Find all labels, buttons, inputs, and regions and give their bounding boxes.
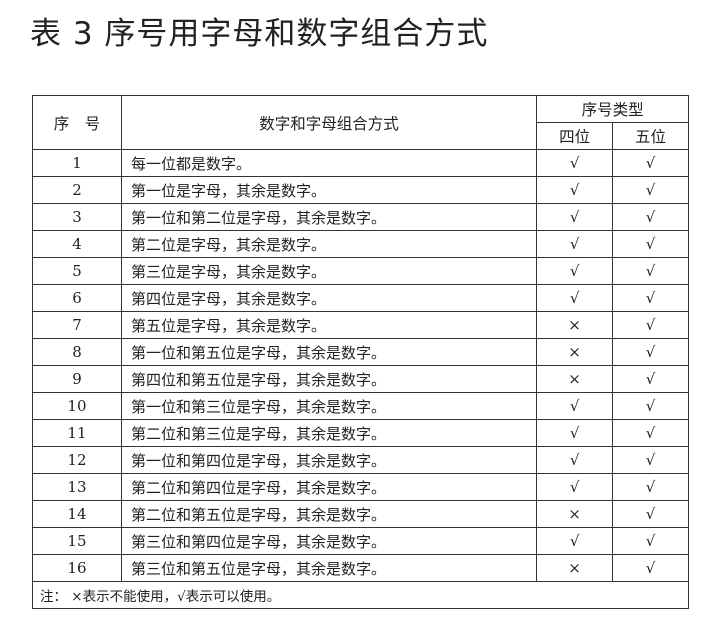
table-row: 14 第二位和第五位是字母，其余是数字。 × √ bbox=[32, 500, 689, 528]
five-digit-mark: √ bbox=[612, 473, 689, 501]
table-row: 15 第三位和第四位是字母，其余是数字。 √ √ bbox=[32, 527, 689, 555]
five-digit-mark: √ bbox=[612, 527, 689, 555]
four-digit-mark: √ bbox=[536, 149, 614, 177]
row-number: 9 bbox=[32, 365, 122, 393]
table-row: 13 第二位和第四位是字母，其余是数字。 √ √ bbox=[32, 473, 689, 501]
table-note: 注： ×表示不能使用，√表示可以使用。 bbox=[32, 581, 689, 609]
table-row: 1 每一位都是数字。 √ √ bbox=[32, 149, 689, 177]
row-number: 16 bbox=[32, 554, 122, 582]
row-description: 第三位和第四位是字母，其余是数字。 bbox=[120, 527, 538, 555]
table-row: 4 第二位是字母，其余是数字。 √ √ bbox=[32, 230, 689, 258]
five-digit-mark: √ bbox=[612, 149, 689, 177]
row-description: 第一位和第二位是字母，其余是数字。 bbox=[120, 203, 538, 231]
table-row: 6 第四位是字母，其余是数字。 √ √ bbox=[32, 284, 689, 312]
table-row: 7 第五位是字母，其余是数字。 × √ bbox=[32, 311, 689, 339]
row-number: 7 bbox=[32, 311, 122, 339]
row-description: 第二位和第四位是字母，其余是数字。 bbox=[120, 473, 538, 501]
row-number: 15 bbox=[32, 527, 122, 555]
row-description: 每一位都是数字。 bbox=[120, 149, 538, 177]
row-description: 第三位是字母，其余是数字。 bbox=[120, 257, 538, 285]
five-digit-mark: √ bbox=[612, 257, 689, 285]
row-number: 13 bbox=[32, 473, 122, 501]
table-row: 3 第一位和第二位是字母，其余是数字。 √ √ bbox=[32, 203, 689, 231]
row-description: 第三位和第五位是字母，其余是数字。 bbox=[120, 554, 538, 582]
row-description: 第一位和第四位是字母，其余是数字。 bbox=[120, 446, 538, 474]
five-digit-mark: √ bbox=[612, 176, 689, 204]
four-digit-mark: √ bbox=[536, 176, 614, 204]
four-digit-mark: × bbox=[536, 365, 614, 393]
row-description: 第一位和第三位是字母，其余是数字。 bbox=[120, 392, 538, 420]
four-digit-mark: × bbox=[536, 338, 614, 366]
table-row: 9 第四位和第五位是字母，其余是数字。 × √ bbox=[32, 365, 689, 393]
row-description: 第一位是字母，其余是数字。 bbox=[120, 176, 538, 204]
row-description: 第五位是字母，其余是数字。 bbox=[120, 311, 538, 339]
four-digit-mark: √ bbox=[536, 230, 614, 258]
row-number: 6 bbox=[32, 284, 122, 312]
row-number: 10 bbox=[32, 392, 122, 420]
table-row: 8 第一位和第五位是字母，其余是数字。 × √ bbox=[32, 338, 689, 366]
row-number: 4 bbox=[32, 230, 122, 258]
table-title: 表 3 序号用字母和数字组合方式 bbox=[30, 16, 489, 52]
row-number: 5 bbox=[32, 257, 122, 285]
row-number: 11 bbox=[32, 419, 122, 447]
row-description: 第二位和第三位是字母，其余是数字。 bbox=[120, 419, 538, 447]
five-digit-mark: √ bbox=[612, 554, 689, 582]
table-row: 2 第一位是字母，其余是数字。 √ √ bbox=[32, 176, 689, 204]
row-description: 第一位和第五位是字母，其余是数字。 bbox=[120, 338, 538, 366]
four-digit-mark: √ bbox=[536, 446, 614, 474]
row-number: 2 bbox=[32, 176, 122, 204]
table-row: 5 第三位是字母，其余是数字。 √ √ bbox=[32, 257, 689, 285]
four-digit-mark: √ bbox=[536, 392, 614, 420]
row-description: 第二位是字母，其余是数字。 bbox=[120, 230, 538, 258]
row-number: 14 bbox=[32, 500, 122, 528]
five-digit-mark: √ bbox=[612, 284, 689, 312]
combination-table: 序 号 数字和字母组合方式 序号类型 四位 五位 1 每一位都是数字。 √ √ 2 第一位… bbox=[32, 95, 689, 609]
row-number: 1 bbox=[32, 149, 122, 177]
five-digit-mark: √ bbox=[612, 365, 689, 393]
table-row: 16 第三位和第五位是字母，其余是数字。 × √ bbox=[32, 554, 689, 582]
header-combo: 数字和字母组合方式 bbox=[120, 95, 538, 150]
five-digit-mark: √ bbox=[612, 230, 689, 258]
four-digit-mark: √ bbox=[536, 284, 614, 312]
header-four: 四位 bbox=[536, 122, 614, 150]
five-digit-mark: √ bbox=[612, 311, 689, 339]
header-five: 五位 bbox=[612, 122, 689, 150]
header-seq: 序 号 bbox=[32, 95, 122, 150]
row-number: 8 bbox=[32, 338, 122, 366]
five-digit-mark: √ bbox=[612, 500, 689, 528]
four-digit-mark: × bbox=[536, 554, 614, 582]
table-row: 10 第一位和第三位是字母，其余是数字。 √ √ bbox=[32, 392, 689, 420]
row-number: 12 bbox=[32, 446, 122, 474]
four-digit-mark: √ bbox=[536, 527, 614, 555]
header-type-group: 序号类型 bbox=[536, 95, 689, 123]
four-digit-mark: × bbox=[536, 311, 614, 339]
four-digit-mark: √ bbox=[536, 473, 614, 501]
row-description: 第四位和第五位是字母，其余是数字。 bbox=[120, 365, 538, 393]
table-row: 12 第一位和第四位是字母，其余是数字。 √ √ bbox=[32, 446, 689, 474]
row-number: 3 bbox=[32, 203, 122, 231]
five-digit-mark: √ bbox=[612, 446, 689, 474]
four-digit-mark: √ bbox=[536, 419, 614, 447]
table-row: 11 第二位和第三位是字母，其余是数字。 √ √ bbox=[32, 419, 689, 447]
five-digit-mark: √ bbox=[612, 419, 689, 447]
five-digit-mark: √ bbox=[612, 203, 689, 231]
row-description: 第四位是字母，其余是数字。 bbox=[120, 284, 538, 312]
four-digit-mark: √ bbox=[536, 203, 614, 231]
five-digit-mark: √ bbox=[612, 338, 689, 366]
five-digit-mark: √ bbox=[612, 392, 689, 420]
four-digit-mark: × bbox=[536, 500, 614, 528]
four-digit-mark: √ bbox=[536, 257, 614, 285]
row-description: 第二位和第五位是字母，其余是数字。 bbox=[120, 500, 538, 528]
